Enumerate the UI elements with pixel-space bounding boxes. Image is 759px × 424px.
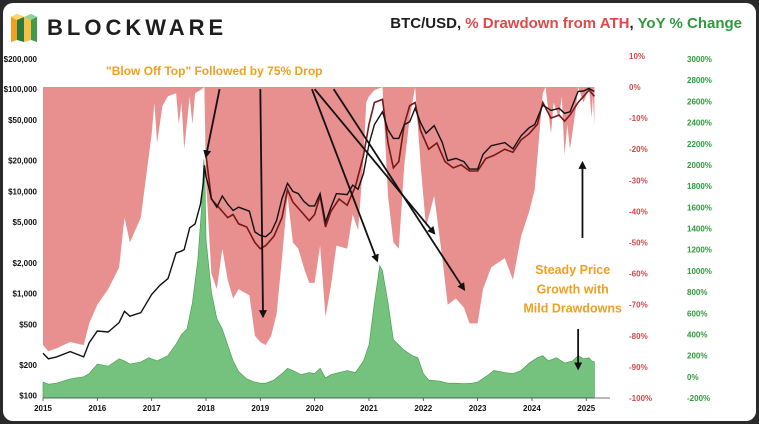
drawdown-tick-label: -80% bbox=[629, 332, 648, 341]
price-tick-label: $200 bbox=[19, 361, 37, 370]
axes-layer: 2015 2016 2017 2018 2019 2020 2021 2022 2023 2024… bbox=[4, 52, 712, 413]
yoy-tick-label: 3000% bbox=[687, 55, 712, 64]
yoy-tick-label: 400% bbox=[687, 330, 707, 339]
price-tick-label: $20,000 bbox=[8, 157, 37, 166]
drawdown-tick-label: -70% bbox=[629, 301, 648, 310]
annotation-steady-3: Mild Drawdowns bbox=[523, 302, 622, 316]
price-line bbox=[42, 87, 595, 360]
blockware-logo-icon bbox=[11, 14, 37, 42]
drawdown-tick-label: -100% bbox=[629, 394, 652, 403]
drawdown-tick-label: -10% bbox=[629, 114, 648, 123]
yoy-tick-label: 2400% bbox=[687, 119, 712, 128]
yoy-tick-label: 1400% bbox=[687, 225, 712, 234]
x-tick-label: 2024 bbox=[523, 404, 541, 413]
drawdown-tick-label: -60% bbox=[629, 270, 648, 279]
drawdown-tick-label: -20% bbox=[629, 145, 648, 154]
yoy-tick-label: 2800% bbox=[687, 76, 712, 85]
price-layer bbox=[42, 87, 595, 360]
yoy-tick-label: 800% bbox=[687, 288, 707, 297]
x-tick-label: 2018 bbox=[197, 404, 215, 413]
drawdown-area bbox=[43, 87, 595, 352]
yoy-tick-label: 1800% bbox=[687, 182, 712, 191]
x-tick-label: 2016 bbox=[88, 404, 106, 413]
drawdown-tick-label: -40% bbox=[629, 207, 648, 216]
annotation-blow-off: "Blow Off Top" Followed by 75% Drop bbox=[106, 64, 323, 78]
yoy-area bbox=[42, 159, 595, 399]
annotation-steady-1: Steady Price bbox=[535, 263, 610, 277]
annotation-layer: "Blow Off Top" Followed by 75% Drop Stead… bbox=[106, 64, 622, 371]
price-tick-label: $10,000 bbox=[8, 187, 37, 196]
x-tick-label: 2025 bbox=[577, 404, 595, 413]
chart-title-sep-1: , bbox=[456, 15, 466, 32]
price-tick-label: $50,000 bbox=[8, 116, 37, 125]
yoy-tick-label: 600% bbox=[687, 309, 707, 318]
annotation-arrow bbox=[203, 88, 221, 159]
drawdown-layer bbox=[43, 87, 596, 352]
yoy-tick-label: 2600% bbox=[687, 97, 712, 106]
yoy-tick-label: 2000% bbox=[687, 161, 712, 170]
chart-title-sep-2: , bbox=[629, 15, 638, 32]
chart: 2015 2016 2017 2018 2019 2020 2021 2022 2023 2024… bbox=[4, 52, 712, 413]
yoy-tick-label: 0% bbox=[687, 373, 699, 382]
x-tick-label: 2023 bbox=[469, 404, 487, 413]
annotation-arrow bbox=[258, 89, 267, 319]
brand: BLOCKWARE bbox=[9, 11, 227, 45]
annotation-arrow bbox=[311, 88, 379, 263]
chart-title-part-drawdown: % Drawdown from ATH bbox=[465, 15, 630, 32]
price-tick-label: $500 bbox=[19, 320, 37, 329]
price-tick-label: $1,000 bbox=[13, 290, 38, 299]
x-tick-label: 2015 bbox=[34, 404, 52, 413]
price-tick-label: $200,000 bbox=[4, 55, 38, 64]
x-tick-label: 2020 bbox=[306, 404, 324, 413]
price-tick-label: $2,000 bbox=[13, 259, 38, 268]
yoy-tick-label: 1200% bbox=[687, 246, 712, 255]
yoy-tick-label: 200% bbox=[687, 352, 707, 361]
x-tick-label: 2022 bbox=[414, 404, 432, 413]
yoy-layer bbox=[42, 159, 595, 399]
yoy-tick-label: 2200% bbox=[687, 140, 712, 149]
yoy-tick-label: 1600% bbox=[687, 203, 712, 212]
yoy-tick-label: 1000% bbox=[687, 267, 712, 276]
annotation-arrow bbox=[313, 88, 436, 235]
chart-title-part-price: BTC/USD bbox=[390, 15, 457, 32]
chart-title-part-yoy: YoY % Change bbox=[637, 15, 742, 32]
drawdown-smoothed-line bbox=[205, 88, 596, 250]
x-tick-label: 2021 bbox=[360, 404, 378, 413]
drawdown-tick-label: 10% bbox=[629, 52, 645, 61]
yoy-tick-label: -200% bbox=[687, 394, 710, 403]
x-tick-label: 2017 bbox=[143, 404, 161, 413]
chart-card: BLOCKWARE BTC/USD, % Drawdown from ATH, … bbox=[3, 3, 756, 421]
price-tick-label: $5,000 bbox=[13, 218, 38, 227]
drawdown-tick-label: -90% bbox=[629, 363, 648, 372]
drawdown-tick-label: -50% bbox=[629, 239, 648, 248]
annotation-steady-2: Growth with bbox=[537, 283, 609, 297]
price-tick-label: $100,000 bbox=[4, 85, 38, 94]
x-tick-label: 2019 bbox=[251, 404, 269, 413]
drawdown-tick-label: 0% bbox=[629, 83, 641, 92]
chart-title: BTC/USD, % Drawdown from ATH, YoY % Chan… bbox=[390, 15, 742, 32]
price-tick-label: $100 bbox=[19, 392, 37, 401]
drawdown-tick-label: -30% bbox=[629, 176, 648, 185]
brand-name: BLOCKWARE bbox=[47, 15, 228, 40]
